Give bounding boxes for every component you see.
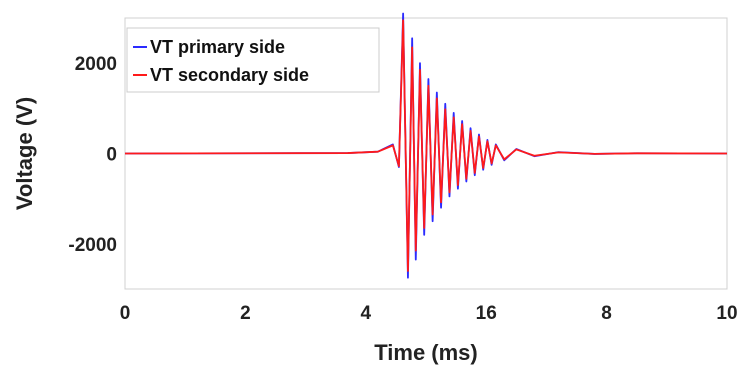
legend-label-primary: VT primary side <box>150 37 285 57</box>
y-axis: 2000 0 -2000 <box>68 54 117 256</box>
x-tick-label: 4 <box>361 303 372 324</box>
x-axis-title: Time (ms) <box>374 340 478 365</box>
series-layer <box>124 12 728 279</box>
x-axis: 0 2 4 16 8 10 <box>120 303 738 324</box>
x-tick-label: 16 <box>476 303 497 324</box>
y-tick-label: 0 <box>106 145 117 166</box>
y-axis-title: Voltage (V) <box>12 97 37 210</box>
series-line-secondary <box>124 19 728 272</box>
legend-label-secondary: VT secondary side <box>150 65 309 85</box>
y-tick-label: -2000 <box>68 235 117 256</box>
legend-box <box>126 27 380 93</box>
x-tick-label: 8 <box>601 303 612 324</box>
x-tick-label: 10 <box>716 303 737 324</box>
x-tick-label: 2 <box>240 303 251 324</box>
x-tick-label: 0 <box>120 303 131 324</box>
legend: VT primary side VT secondary side <box>126 27 380 93</box>
y-tick-label: 2000 <box>75 54 117 75</box>
